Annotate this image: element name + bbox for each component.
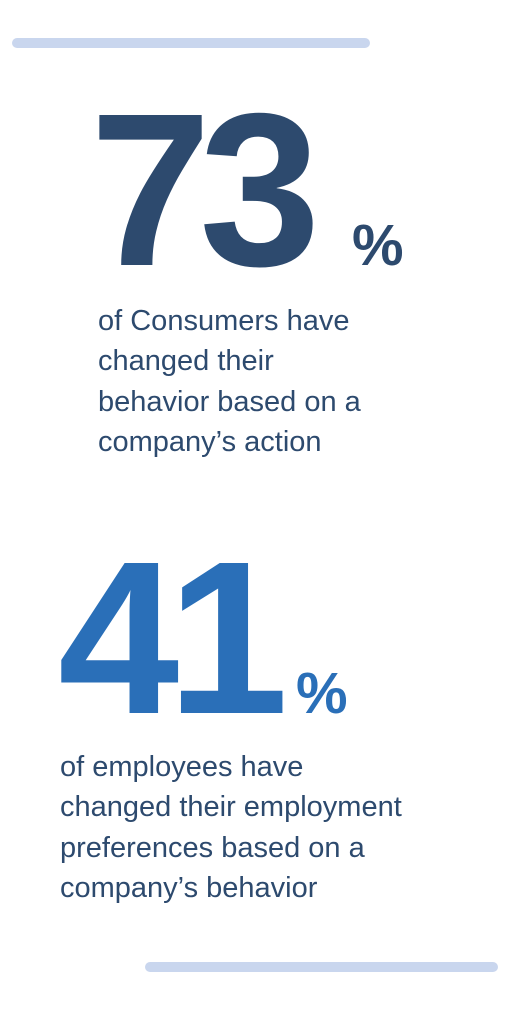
stat-description: changed their — [98, 345, 274, 377]
stat-unit: % — [352, 213, 404, 278]
stat-description: of Consumers have — [98, 305, 349, 337]
stat-number: 41 — [58, 517, 283, 760]
stat-description: company’s action — [98, 426, 322, 458]
top-bar — [12, 38, 370, 48]
stat-description: preferences based on a — [60, 832, 366, 864]
stat-description: of employees have — [60, 751, 303, 783]
bottom-bar — [145, 962, 498, 972]
stat-description: changed their employment — [60, 791, 402, 823]
stat-number: 73 — [90, 69, 313, 312]
stat-description: behavior based on a — [98, 386, 362, 418]
stat-unit: % — [296, 661, 348, 726]
stat-description: company’s behavior — [60, 872, 318, 904]
